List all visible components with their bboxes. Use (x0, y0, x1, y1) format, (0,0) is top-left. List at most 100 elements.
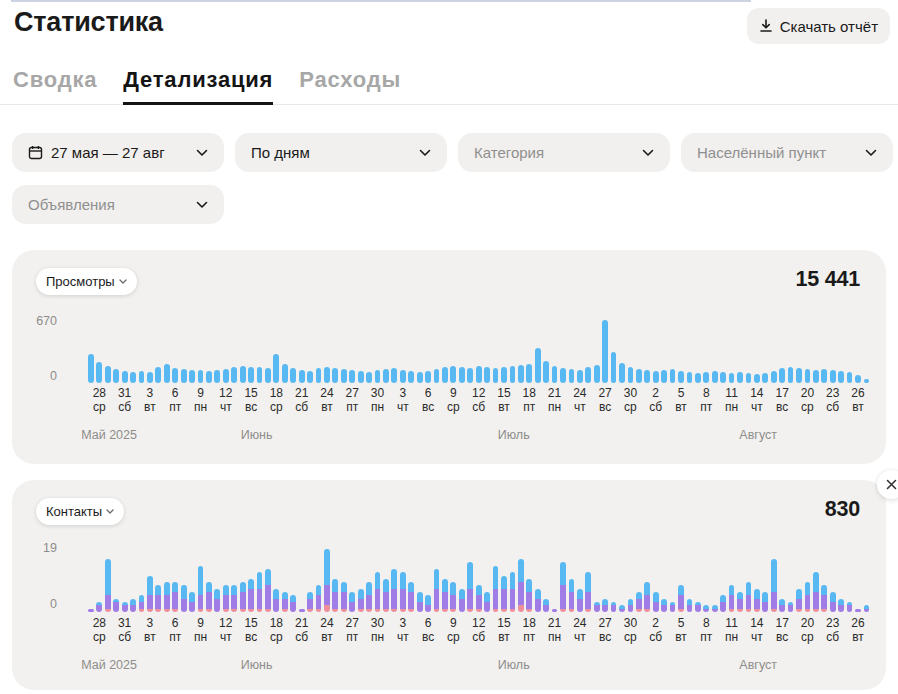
bar[interactable] (206, 371, 212, 383)
bar[interactable] (189, 370, 195, 383)
bar[interactable] (552, 366, 558, 383)
bar[interactable] (737, 372, 743, 383)
bar[interactable] (434, 369, 440, 383)
bar[interactable] (408, 371, 414, 383)
bar[interactable] (450, 582, 456, 612)
bar[interactable] (501, 576, 507, 612)
bar[interactable] (847, 372, 853, 383)
date-range-filter[interactable]: 27 мая — 27 авг (12, 133, 224, 172)
bar[interactable] (155, 585, 161, 612)
bar[interactable] (619, 363, 625, 383)
bar[interactable] (122, 371, 128, 383)
tab-summary[interactable]: Сводка (13, 67, 97, 105)
bar[interactable] (223, 369, 229, 383)
bar[interactable] (569, 579, 575, 612)
bar[interactable] (408, 582, 414, 612)
bar[interactable] (172, 582, 178, 612)
bar[interactable] (695, 602, 701, 612)
bar[interactable] (434, 569, 440, 612)
bar[interactable] (501, 367, 507, 383)
bar[interactable] (644, 370, 650, 383)
bar[interactable] (712, 371, 718, 383)
bar[interactable] (290, 595, 296, 612)
bar[interactable] (611, 352, 617, 383)
bar[interactable] (181, 369, 187, 383)
bar[interactable] (771, 371, 777, 383)
bar[interactable] (316, 368, 322, 383)
bar[interactable] (611, 602, 617, 612)
bar[interactable] (805, 369, 811, 383)
bar[interactable] (594, 602, 600, 612)
bar[interactable] (813, 572, 819, 612)
bar[interactable] (341, 582, 347, 612)
bar[interactable] (762, 373, 768, 383)
bar[interactable] (341, 369, 347, 383)
bar[interactable] (231, 585, 237, 612)
ads-filter[interactable]: Объявления (12, 185, 224, 224)
bar[interactable] (855, 375, 861, 383)
bar[interactable] (729, 585, 735, 612)
bar[interactable] (189, 592, 195, 612)
bar[interactable] (400, 370, 406, 383)
bar[interactable] (703, 605, 709, 612)
bar[interactable] (636, 369, 642, 383)
bar[interactable] (214, 370, 220, 383)
bar[interactable] (240, 366, 246, 383)
bar[interactable] (830, 592, 836, 612)
bar[interactable] (847, 602, 853, 612)
bar[interactable] (358, 589, 364, 612)
bar[interactable] (526, 364, 532, 383)
bar[interactable] (240, 582, 246, 612)
bar[interactable] (788, 367, 794, 383)
bar[interactable] (164, 582, 170, 612)
bar[interactable] (577, 589, 583, 612)
bar[interactable] (248, 579, 254, 612)
bar[interactable] (332, 579, 338, 612)
bar[interactable] (181, 585, 187, 612)
bar[interactable] (813, 370, 819, 383)
bar[interactable] (678, 371, 684, 383)
bar[interactable] (838, 599, 844, 612)
bar[interactable] (96, 362, 102, 383)
bar[interactable] (459, 589, 465, 612)
bar[interactable] (122, 602, 128, 612)
bar[interactable] (265, 569, 271, 612)
bar[interactable] (324, 549, 330, 612)
bar[interactable] (299, 609, 305, 613)
bar[interactable] (198, 370, 204, 383)
bar[interactable] (510, 366, 516, 383)
bar[interactable] (417, 372, 423, 383)
bar[interactable] (510, 572, 516, 612)
bar[interactable] (577, 370, 583, 383)
bar[interactable] (720, 372, 726, 383)
bar[interactable] (172, 368, 178, 383)
bar[interactable] (248, 367, 254, 383)
bar[interactable] (737, 592, 743, 612)
bar[interactable] (484, 592, 490, 612)
bar[interactable] (788, 602, 794, 612)
bar[interactable] (661, 370, 667, 383)
bar[interactable] (493, 368, 499, 383)
bar[interactable] (838, 371, 844, 383)
bar[interactable] (459, 367, 465, 383)
bar[interactable] (164, 364, 170, 383)
bar[interactable] (450, 366, 456, 383)
close-chart-button[interactable] (877, 470, 898, 499)
bar[interactable] (391, 368, 397, 383)
bar[interactable] (569, 369, 575, 383)
bar[interactable] (290, 368, 296, 383)
bar[interactable] (96, 602, 102, 612)
bar[interactable] (628, 599, 634, 612)
bar[interactable] (113, 599, 119, 612)
bar[interactable] (383, 579, 389, 612)
bar[interactable] (231, 367, 237, 383)
bar[interactable] (257, 367, 263, 383)
bar[interactable] (223, 585, 229, 612)
bar[interactable] (155, 367, 161, 383)
bar[interactable] (476, 585, 482, 612)
bar[interactable] (602, 320, 608, 383)
bar[interactable] (273, 589, 279, 612)
bar[interactable] (324, 367, 330, 383)
bar[interactable] (535, 589, 541, 612)
bar[interactable] (518, 559, 524, 612)
